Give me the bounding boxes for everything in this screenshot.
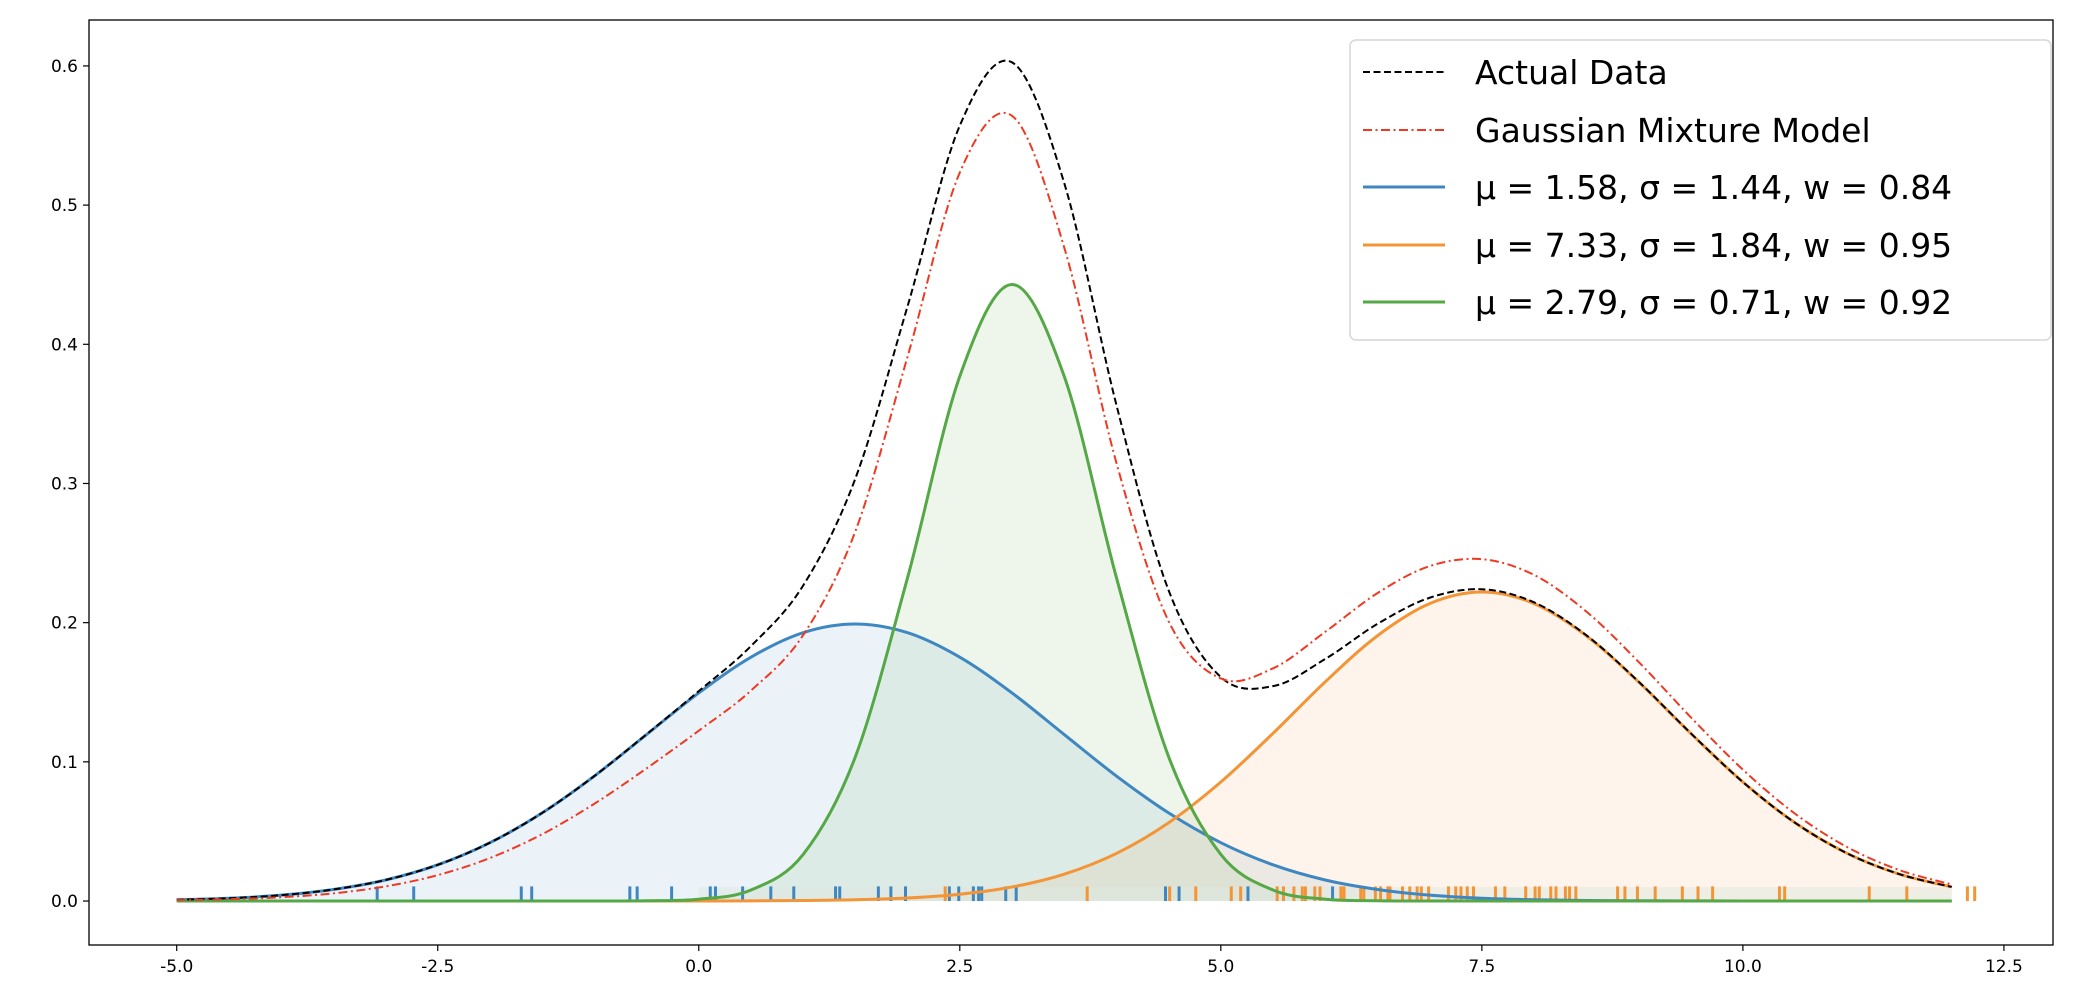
- x-tick-label: 7.5: [1468, 957, 1495, 977]
- series-fill-2: [176, 624, 1952, 902]
- legend: Actual Data Gaussian Mixture Model μ = 1.5…: [1349, 39, 2052, 341]
- series-fill-3: [176, 592, 1952, 902]
- legend-item: Gaussian Mixture Model: [1363, 111, 1871, 150]
- series-line-4: [176, 282, 1952, 903]
- x-tick-label: 10.0: [1724, 957, 1762, 977]
- y-tick-label: 0.4: [51, 335, 78, 355]
- x-tick-label: 12.5: [1985, 957, 2023, 977]
- y-tick-label: 0.3: [51, 474, 78, 494]
- x-tick-label: -2.5: [421, 957, 454, 977]
- legend-item: Actual Data: [1363, 53, 1668, 92]
- legend-label: Actual Data: [1475, 53, 1668, 92]
- legend-label: μ = 7.33, σ = 1.84, w = 0.95: [1475, 226, 1952, 265]
- series-line-1: [176, 112, 1952, 902]
- series-lines: [176, 59, 1953, 903]
- x-tick-label: 2.5: [946, 957, 973, 977]
- legend-label: μ = 1.58, σ = 1.44, w = 0.84: [1475, 168, 1952, 207]
- x-tick-label: -5.0: [160, 957, 193, 977]
- y-tick-label: 0.2: [51, 614, 78, 634]
- y-axis: 0.0 0.1 0.2 0.3 0.4 0.5 0.6: [51, 57, 89, 912]
- y-tick-label: 0.5: [51, 196, 78, 216]
- legend-item: μ = 7.33, σ = 1.84, w = 0.95: [1363, 226, 1952, 265]
- y-tick-label: 0.1: [51, 753, 78, 773]
- x-tick-label: 5.0: [1207, 957, 1234, 977]
- legend-box: [1349, 39, 2052, 341]
- x-axis: -5.0 -2.5 0.0 2.5 5.0 7.5 10.0 12.5: [160, 945, 2023, 977]
- legend-item: μ = 2.79, σ = 0.71, w = 0.92: [1363, 283, 1952, 322]
- series-fills: [176, 284, 1952, 902]
- x-tick-label: 0.0: [685, 957, 712, 977]
- series-line-0: [176, 59, 1952, 901]
- legend-item: μ = 1.58, σ = 1.44, w = 0.84: [1363, 168, 1952, 207]
- y-tick-label: 0.0: [51, 892, 78, 912]
- plot-frame: [88, 19, 2054, 946]
- legend-label: Gaussian Mixture Model: [1475, 111, 1871, 150]
- series-fill-4: [176, 284, 1952, 902]
- y-tick-label: 0.6: [51, 57, 78, 77]
- legend-label: μ = 2.79, σ = 0.71, w = 0.92: [1475, 283, 1952, 322]
